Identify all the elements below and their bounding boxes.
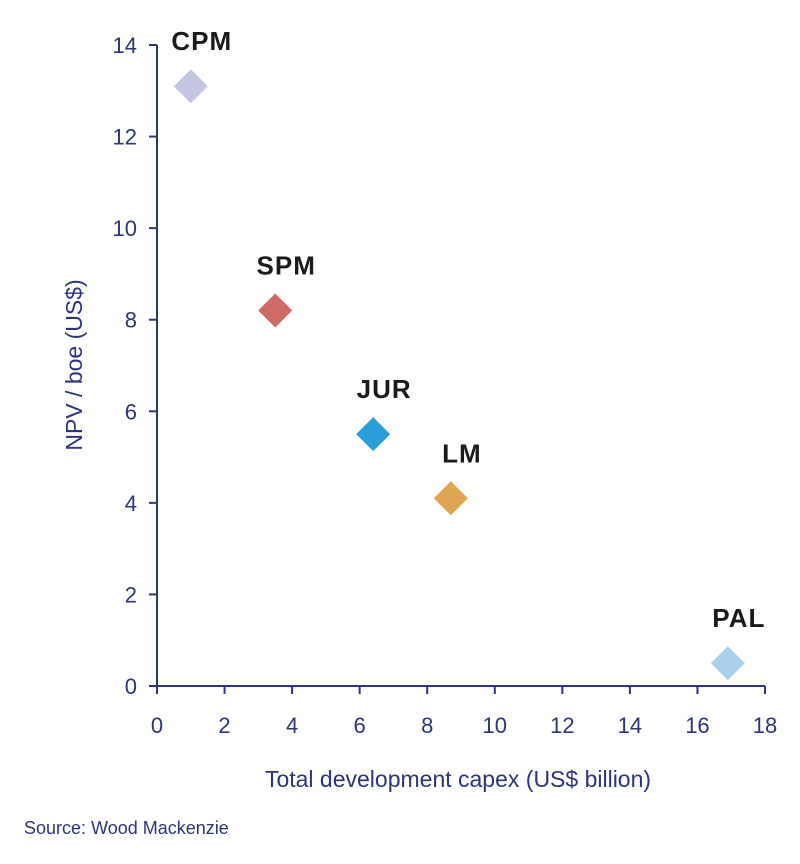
y-tick-label: 10 <box>113 216 137 241</box>
data-point-lm: LM <box>433 438 482 516</box>
y-axis-title: NPV / boe (US$) <box>61 279 87 450</box>
y-tick-label: 2 <box>125 582 137 607</box>
y-tick-label: 8 <box>125 308 137 333</box>
x-tick-label: 12 <box>550 713 574 738</box>
data-label: PAL <box>712 603 765 633</box>
x-axis-title: Total development capex (US$ billion) <box>265 766 651 792</box>
data-point-pal: PAL <box>710 603 765 681</box>
x-tick-label: 4 <box>286 713 298 738</box>
data-label: SPM <box>257 251 316 281</box>
x-tick-label: 8 <box>421 713 433 738</box>
diamond-marker <box>433 481 468 516</box>
y-tick-label: 14 <box>113 33 137 58</box>
axes <box>156 45 765 687</box>
data-points: CPM SPM JUR LM PAL <box>171 26 765 681</box>
x-tick-label: 16 <box>685 713 709 738</box>
diamond-marker <box>710 646 745 681</box>
y-tick-label: 0 <box>125 674 137 699</box>
data-label: JUR <box>357 374 412 404</box>
x-tick-label: 14 <box>618 713 642 738</box>
data-label: LM <box>442 438 482 468</box>
data-point-jur: JUR <box>356 374 412 452</box>
source-note: Source: Wood Mackenzie <box>24 818 229 838</box>
ticks: 0 2 4 6 8 10 12 14 16 18 0 2 4 6 8 10 12 14 <box>113 33 778 738</box>
x-tick-label: 2 <box>218 713 230 738</box>
data-point-cpm: CPM <box>171 26 232 104</box>
y-tick-label: 12 <box>113 125 137 150</box>
data-label: CPM <box>171 26 232 56</box>
y-tick-label: 4 <box>125 491 137 516</box>
diamond-marker <box>356 417 391 452</box>
data-point-spm: SPM <box>257 251 316 328</box>
y-tick-label: 6 <box>125 399 137 424</box>
diamond-marker <box>173 69 208 104</box>
x-tick-label: 6 <box>354 713 366 738</box>
x-tick-label: 18 <box>753 713 777 738</box>
x-tick-label: 10 <box>483 713 507 738</box>
x-tick-label: 0 <box>151 713 163 738</box>
diamond-marker <box>258 293 293 328</box>
